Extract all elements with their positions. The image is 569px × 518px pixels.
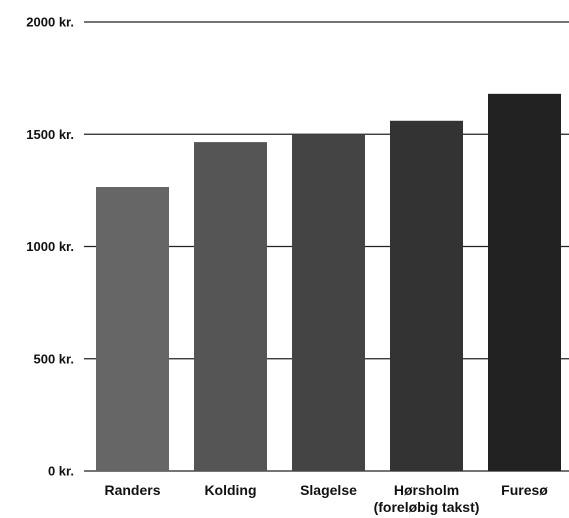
bar <box>194 142 267 472</box>
bars <box>96 93 561 472</box>
y-axis-tick-labels: 0 kr. 500 kr. 1000 kr. 1500 kr. 2000 kr. <box>26 15 74 479</box>
bar <box>488 93 561 471</box>
bar <box>390 120 463 471</box>
x-category-label-line: Kolding <box>204 482 256 498</box>
y-tick-label: 1000 kr. <box>26 239 74 254</box>
x-category-label-line: Hørsholm <box>394 482 459 498</box>
y-tick-label: 1500 kr. <box>26 127 74 142</box>
x-category-label-line: (foreløbig takst) <box>374 499 480 515</box>
y-tick-label: 0 kr. <box>48 464 74 479</box>
x-category-label: Kolding <box>204 482 256 498</box>
x-category-label: Furesø <box>501 482 548 498</box>
y-tick-label: 2000 kr. <box>26 15 74 30</box>
bar <box>292 134 365 471</box>
x-category-label-line: Furesø <box>501 482 548 498</box>
bar <box>96 187 169 471</box>
x-category-label: Slagelse <box>300 482 357 498</box>
x-category-label: Randers <box>104 482 160 498</box>
x-category-label: Hørsholm (foreløbig takst) <box>374 482 480 515</box>
x-category-label-line: Slagelse <box>300 482 357 498</box>
x-category-label-line: Randers <box>104 482 160 498</box>
x-axis-category-labels: Randers Kolding Slagelse Hørsholm (foreløbig… <box>104 482 548 515</box>
y-tick-label: 500 kr. <box>34 351 75 366</box>
